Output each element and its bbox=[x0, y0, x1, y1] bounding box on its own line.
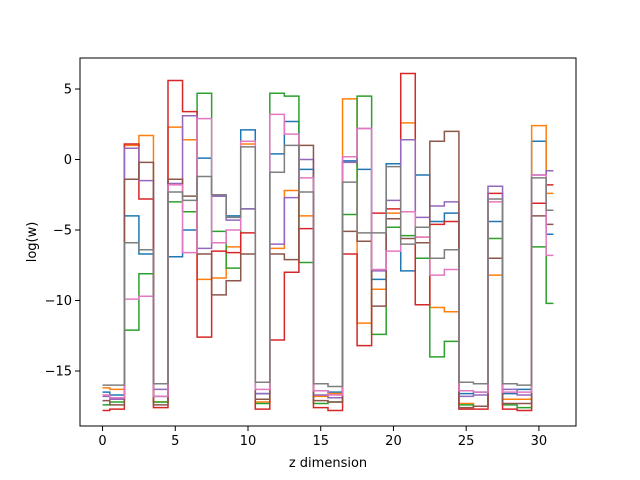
y-tick-label: −15 bbox=[45, 365, 72, 380]
plot-frame bbox=[79, 57, 577, 427]
x-tick-label: 0 bbox=[98, 434, 106, 449]
x-axis: 0 5 10 15 20 25 30 bbox=[98, 426, 547, 449]
series-line-7 bbox=[102, 113, 554, 399]
y-axis: −15 −10 −5 0 5 bbox=[45, 83, 80, 380]
x-tick-label: 10 bbox=[240, 434, 257, 449]
x-tick-label: 5 bbox=[171, 434, 179, 449]
y-tick-label: −5 bbox=[53, 224, 72, 239]
x-axis-label: z dimension bbox=[289, 456, 367, 471]
series-line-6 bbox=[102, 130, 554, 409]
series-layer bbox=[102, 72, 554, 412]
y-tick-label: −10 bbox=[45, 294, 72, 309]
x-tick-label: 30 bbox=[531, 434, 548, 449]
y-axis-label: log(w) bbox=[25, 222, 40, 263]
x-tick-label: 15 bbox=[312, 434, 329, 449]
y-tick-label: 0 bbox=[64, 153, 72, 168]
series-line-5 bbox=[102, 115, 554, 400]
x-tick-label: 25 bbox=[458, 434, 475, 449]
series-line-4 bbox=[102, 72, 554, 412]
x-tick-label: 20 bbox=[385, 434, 402, 449]
series-line-8 bbox=[102, 144, 554, 388]
y-tick-label: 5 bbox=[64, 83, 72, 98]
